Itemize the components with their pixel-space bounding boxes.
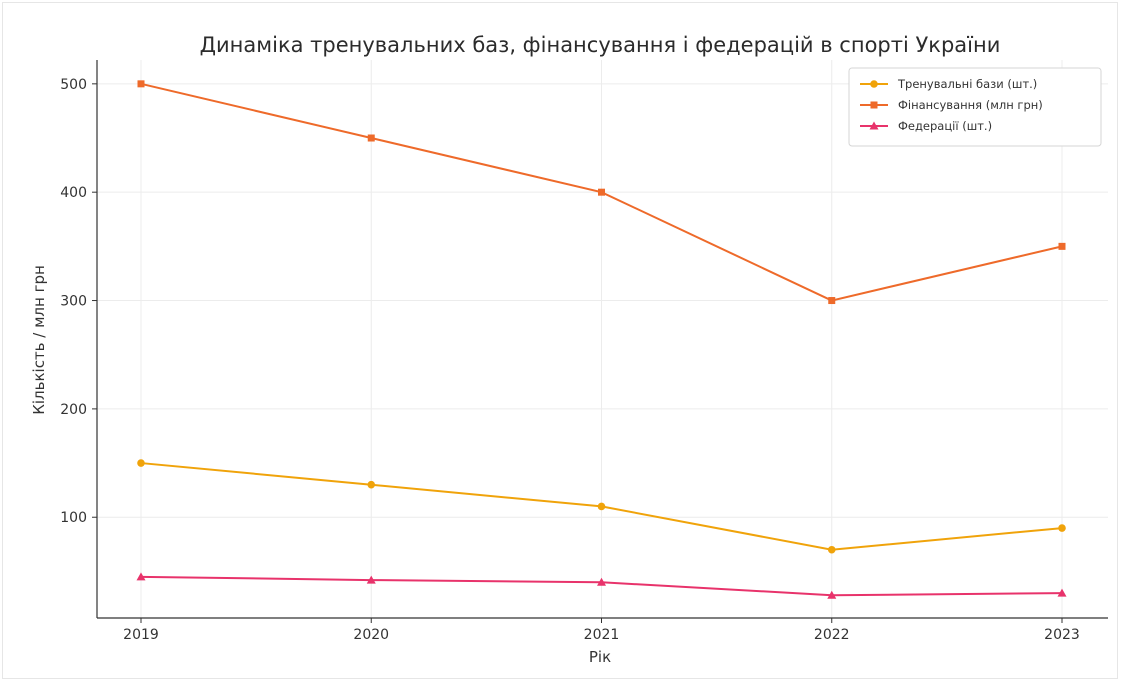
data-point (137, 459, 145, 467)
legend-box (848, 67, 1102, 147)
data-point (597, 577, 606, 586)
legend-item: Федерації (шт.) (860, 119, 992, 133)
series-2 (137, 80, 1066, 305)
x-tick-label: 2019 (123, 627, 159, 643)
x-tick-label: 2022 (814, 627, 850, 643)
y-tick-label: 500 (60, 77, 87, 93)
x-axis-label: Рік (589, 648, 611, 666)
axis-ticks: 2019 2020 2021 2022 2023 100 200 300 400 500 (60, 77, 1080, 643)
x-tick-label: 2020 (353, 627, 389, 643)
legend-item: Тренувальні бази (шт.) (860, 77, 1037, 91)
legend-marker (870, 80, 878, 88)
legend-item: Фінансування (млн грн) (860, 98, 1043, 112)
legend-label: Тренувальні бази (шт.) (897, 77, 1037, 91)
chart-title: Динаміка тренувальних баз, фінансування … (200, 33, 1001, 57)
legend-marker (869, 121, 879, 130)
y-tick-label: 200 (60, 402, 87, 418)
legend-label: Фінансування (млн грн) (898, 98, 1043, 112)
series-group (136, 80, 1067, 599)
y-axis-label: Кількість / млн грн (30, 265, 48, 415)
data-point (367, 480, 376, 489)
data-point (598, 188, 605, 196)
data-point (137, 80, 145, 88)
y-tick-label: 300 (60, 294, 87, 310)
data-point (827, 590, 837, 599)
series-3 (136, 572, 1067, 599)
legend-label: Федерації (шт.) (898, 119, 992, 133)
data-point (367, 134, 375, 142)
data-point (1058, 524, 1066, 532)
series-1 (137, 459, 1066, 554)
x-tick-label: 2021 (584, 627, 620, 643)
legend: Тренувальні бази (шт.) Фінансування (млн … (848, 67, 1102, 147)
y-tick-label: 100 (60, 510, 87, 526)
data-point (366, 575, 376, 584)
data-point (1057, 588, 1067, 597)
x-tick-label: 2023 (1044, 627, 1080, 643)
data-point (828, 297, 836, 305)
legend-marker (870, 101, 878, 109)
y-tick-label: 400 (60, 185, 87, 201)
data-point (1058, 242, 1066, 250)
data-point (827, 545, 836, 554)
data-point (597, 502, 606, 511)
data-point (136, 572, 146, 581)
